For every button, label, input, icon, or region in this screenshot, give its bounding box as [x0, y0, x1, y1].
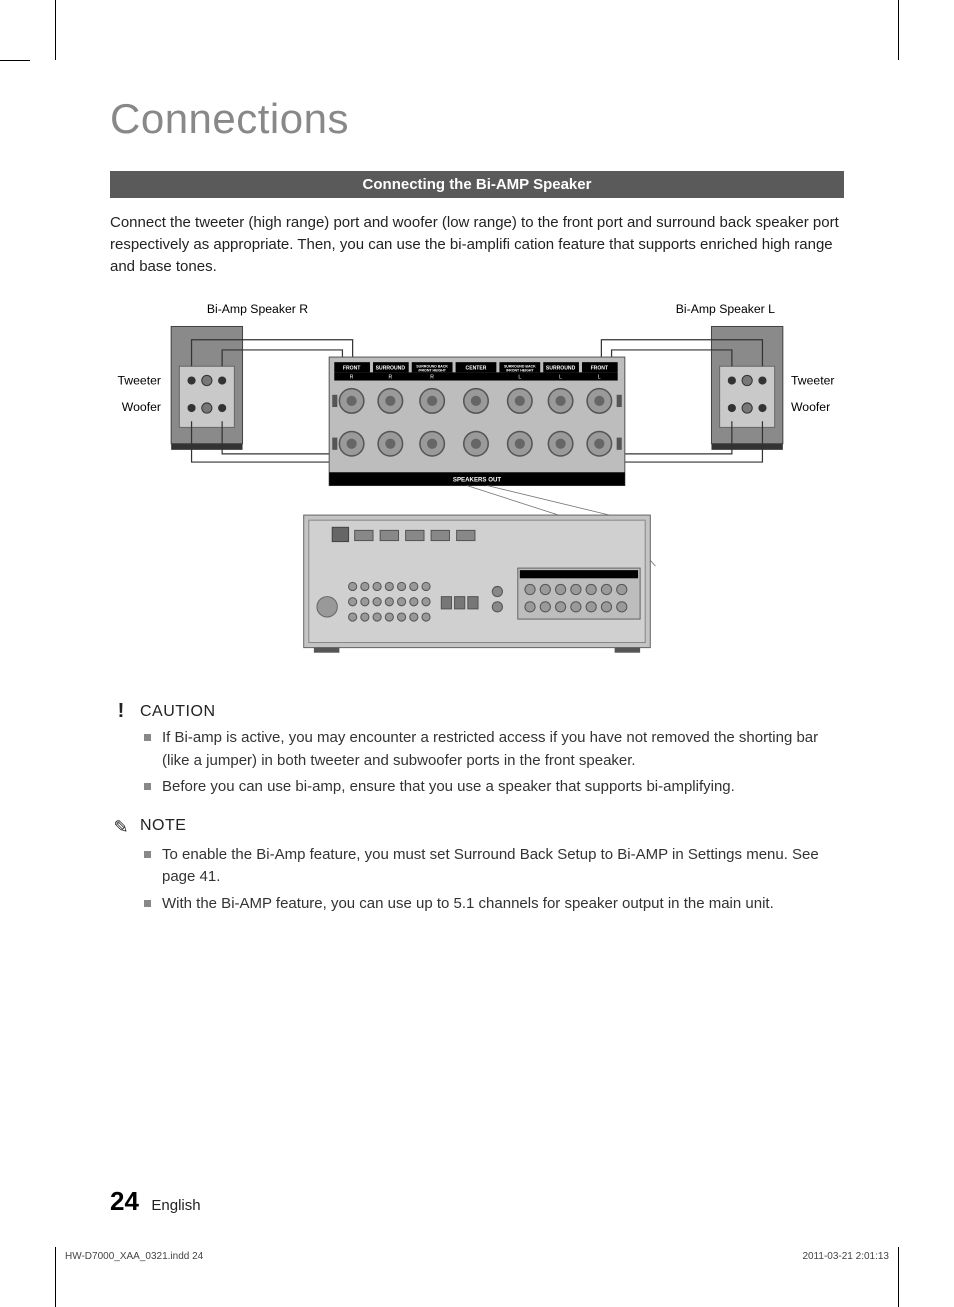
- svg-text:SURROUND: SURROUND: [376, 366, 406, 372]
- page-number: 24: [110, 1186, 139, 1216]
- list-item: Before you can use bi-amp, ensure that y…: [144, 776, 844, 799]
- biamp-diagram: Bi-Amp Speaker R Bi-Amp Speaker L Tweete…: [110, 301, 844, 673]
- label-woofer-l: Woofer: [791, 400, 830, 414]
- label-speaker-r: Bi-Amp Speaker R: [207, 302, 308, 316]
- caution-heading: CAUTION: [140, 703, 216, 721]
- indd-file: HW-D7000_XAA_0321.indd 24: [65, 1251, 203, 1262]
- page-footer: 24 English: [110, 1186, 201, 1217]
- list-item: With the Bi-AMP feature, you can use up …: [144, 893, 844, 916]
- note-heading: NOTE: [140, 817, 186, 835]
- svg-text:CENTER: CENTER: [466, 366, 487, 372]
- pencil-icon: ✎: [110, 817, 132, 838]
- svg-text:L: L: [518, 375, 521, 381]
- label-tweeter-r: Tweeter: [118, 374, 161, 388]
- svg-text:R: R: [430, 375, 434, 381]
- svg-text:L: L: [598, 375, 601, 381]
- label-tweeter-l: Tweeter: [791, 374, 834, 388]
- svg-text:FRONT: FRONT: [343, 366, 361, 372]
- svg-text:/FRONT HEIGHT: /FRONT HEIGHT: [418, 369, 446, 373]
- exclaim-icon: !: [110, 701, 132, 721]
- note-block: ✎ NOTE: [110, 817, 844, 838]
- list-item: To enable the Bi-Amp feature, you must s…: [144, 844, 844, 889]
- svg-text:/FRONT HEIGHT: /FRONT HEIGHT: [506, 369, 534, 373]
- intro-paragraph: Connect the tweeter (high range) port an…: [110, 212, 844, 277]
- note-list: To enable the Bi-Amp feature, you must s…: [144, 844, 844, 916]
- indd-timestamp: 2011-03-21 2:01:13: [802, 1251, 889, 1262]
- svg-text:FRONT: FRONT: [591, 366, 609, 372]
- diagram-svg: Bi-Amp Speaker R Bi-Amp Speaker L Tweete…: [110, 301, 844, 668]
- rca-cluster: [349, 583, 431, 622]
- caution-block: ! CAUTION: [110, 703, 844, 721]
- svg-text:L: L: [559, 375, 562, 381]
- svg-text:SURROUND: SURROUND: [546, 366, 576, 372]
- page-content: Connections Connecting the Bi-AMP Speake…: [110, 95, 844, 1227]
- page-title: Connections: [110, 95, 844, 143]
- section-heading-bar: Connecting the Bi-AMP Speaker: [110, 171, 844, 198]
- page-language: English: [151, 1197, 200, 1214]
- speakers-out-label: SPEAKERS OUT: [453, 477, 501, 484]
- label-speaker-l: Bi-Amp Speaker L: [676, 302, 775, 316]
- terminal-headers: FRONT SURROUND SURROUND BACK/FRONT HEIGH…: [334, 362, 617, 372]
- label-woofer-r: Woofer: [122, 400, 161, 414]
- meta-footer: HW-D7000_XAA_0321.indd 24 2011-03-21 2:0…: [65, 1251, 889, 1262]
- svg-text:R: R: [389, 375, 393, 381]
- svg-text:R: R: [350, 375, 354, 381]
- list-item: If Bi-amp is active, you may encounter a…: [144, 727, 844, 772]
- caution-list: If Bi-amp is active, you may encounter a…: [144, 727, 844, 799]
